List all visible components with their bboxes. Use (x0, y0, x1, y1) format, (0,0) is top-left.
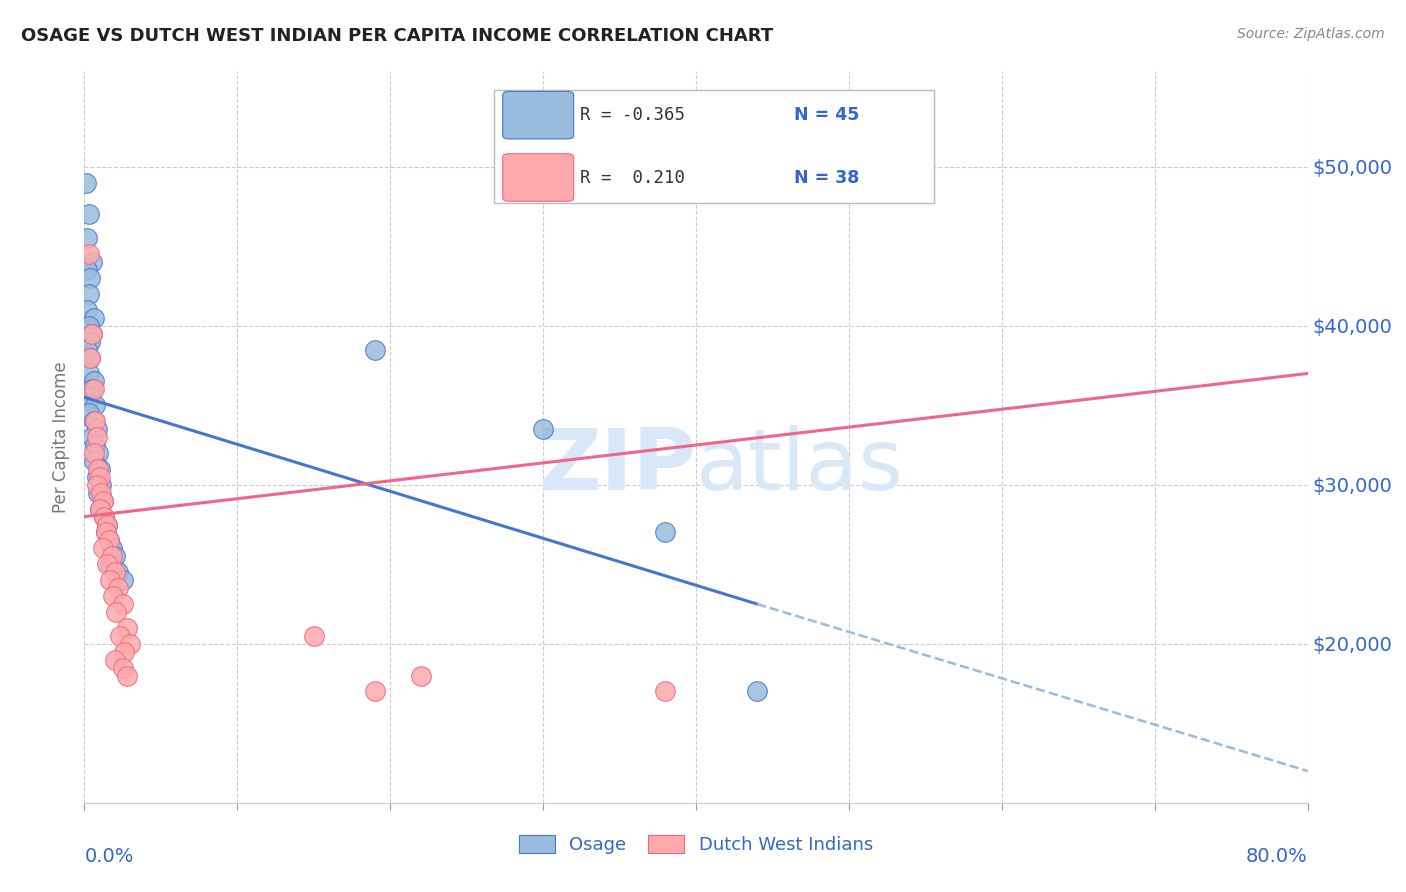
Text: ZIP: ZIP (538, 425, 696, 508)
Point (101, 541, 124, 556)
Point (77, 406, 100, 420)
Point (120, 637, 142, 651)
Point (96, 517, 118, 532)
Point (111, 597, 134, 611)
Point (86, 470, 108, 484)
Point (98, 573, 121, 587)
Point (80, 383, 103, 397)
Point (93, 509, 115, 524)
Point (86, 477, 108, 491)
Point (97, 533, 120, 548)
Point (302, 629, 325, 643)
Point (111, 660, 134, 674)
Point (89, 462, 111, 476)
Point (364, 343, 387, 357)
Text: R =  0.210: R = 0.210 (579, 169, 685, 186)
Point (93, 509, 115, 524)
Text: N = 38: N = 38 (794, 169, 859, 186)
Point (80, 326, 103, 341)
Text: 0.0%: 0.0% (84, 847, 134, 866)
Point (77, 207, 100, 221)
Point (108, 629, 131, 643)
Point (80, 326, 103, 341)
Point (79, 390, 101, 404)
Point (86, 430, 108, 444)
Point (77, 367, 100, 381)
Point (79, 271, 101, 285)
Point (76, 263, 98, 277)
Y-axis label: Per Capita Income: Per Capita Income (52, 361, 70, 513)
FancyBboxPatch shape (503, 91, 574, 139)
Point (80, 430, 103, 444)
Point (91, 493, 114, 508)
Point (91, 541, 114, 556)
Text: 80.0%: 80.0% (1246, 847, 1308, 866)
Point (76, 231, 98, 245)
Point (115, 668, 138, 682)
Point (87, 485, 110, 500)
Point (96, 558, 118, 572)
Point (98, 558, 121, 572)
Point (89, 501, 111, 516)
Point (654, 525, 676, 540)
FancyBboxPatch shape (494, 90, 935, 203)
Text: Source: ZipAtlas.com: Source: ZipAtlas.com (1237, 27, 1385, 41)
Point (80, 255, 103, 269)
Point (115, 621, 138, 635)
Point (364, 684, 387, 698)
Point (638, 184, 661, 198)
Point (83, 454, 105, 468)
Point (83, 383, 105, 397)
Point (79, 351, 101, 365)
Point (83, 310, 105, 325)
Legend: Osage, Dutch West Indians: Osage, Dutch West Indians (513, 830, 879, 860)
Point (77, 247, 100, 261)
Point (91, 493, 114, 508)
Point (654, 684, 676, 698)
Point (83, 414, 105, 428)
Point (75, 176, 97, 190)
Point (104, 549, 127, 564)
Point (89, 501, 111, 516)
Text: atlas: atlas (696, 425, 904, 508)
Point (90, 477, 112, 491)
Text: R = -0.365: R = -0.365 (579, 106, 685, 124)
Point (90, 485, 112, 500)
Point (107, 581, 129, 595)
Point (112, 645, 135, 659)
Point (97, 533, 120, 548)
Point (747, 684, 769, 698)
Point (105, 605, 128, 619)
Point (77, 287, 100, 301)
Point (84, 414, 107, 428)
Point (77, 318, 100, 333)
Point (87, 446, 110, 460)
Point (79, 351, 101, 365)
FancyBboxPatch shape (503, 153, 574, 202)
Point (76, 343, 98, 357)
Text: OSAGE VS DUTCH WEST INDIAN PER CAPITA INCOME CORRELATION CHART: OSAGE VS DUTCH WEST INDIAN PER CAPITA IN… (21, 27, 773, 45)
Point (531, 422, 554, 436)
Point (107, 566, 129, 580)
Point (76, 302, 98, 317)
Point (94, 525, 117, 540)
Point (409, 668, 432, 682)
Point (103, 589, 125, 603)
Point (101, 549, 124, 564)
Point (84, 398, 107, 412)
Point (83, 375, 105, 389)
Point (96, 517, 118, 532)
Point (87, 462, 110, 476)
Point (104, 653, 127, 667)
Point (86, 422, 108, 436)
Point (83, 446, 105, 460)
Point (84, 438, 107, 452)
Point (79, 334, 101, 349)
Point (111, 573, 134, 587)
Point (104, 566, 127, 580)
Point (89, 470, 111, 484)
Point (94, 525, 117, 540)
Text: N = 45: N = 45 (794, 106, 859, 124)
